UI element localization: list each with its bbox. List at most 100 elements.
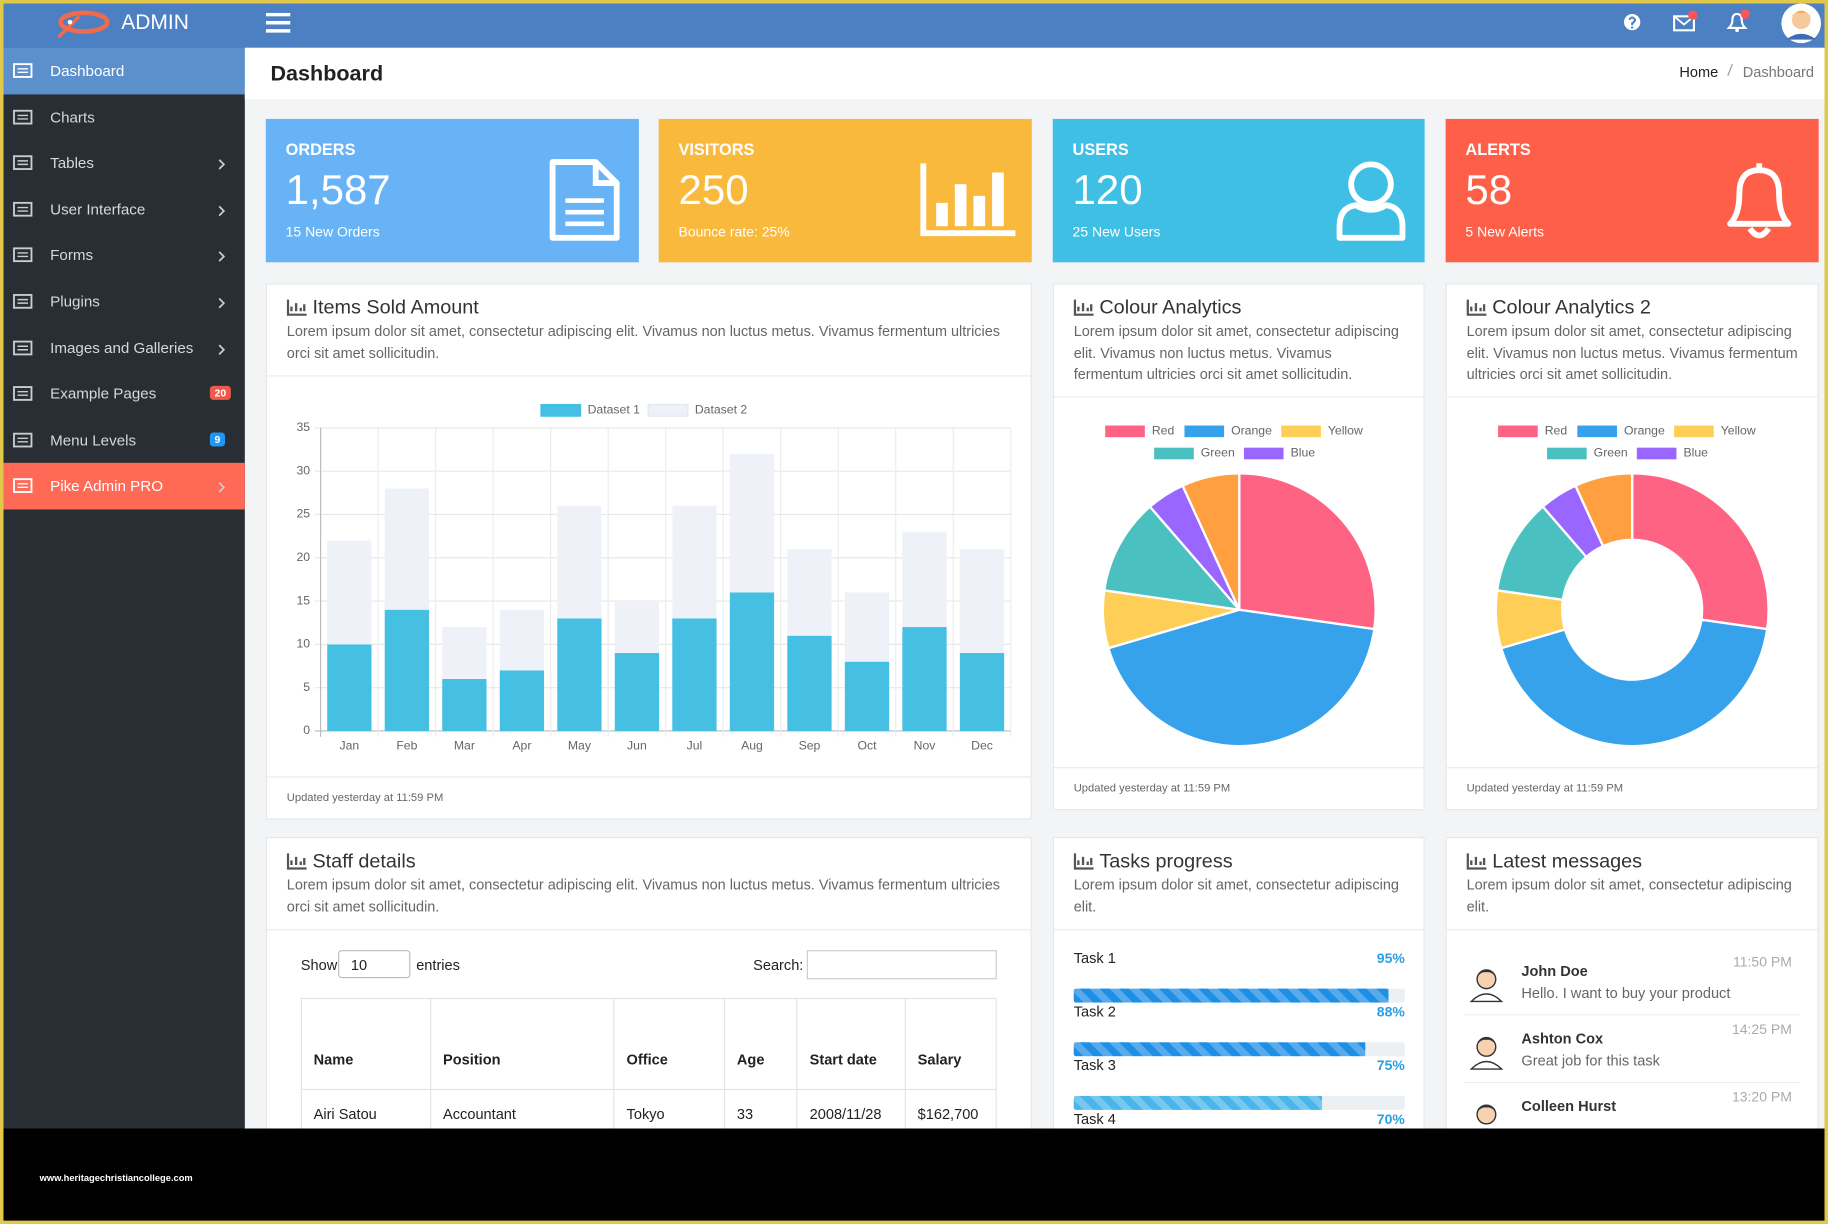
nav-label: Images and Galleries [50, 338, 194, 357]
bar [787, 635, 832, 731]
breadcrumb-separator [1727, 63, 1734, 76]
column-header[interactable]: Name [300, 997, 432, 1091]
x-tick-label: Oct [857, 738, 877, 752]
card-note: Bounce rate: 25% [678, 223, 790, 241]
x-tick-label: Apr [512, 738, 531, 752]
card-note: 25 New Users [1072, 223, 1161, 241]
breadcrumb-link[interactable]: Home [1679, 64, 1719, 81]
nav-icon-shape [13, 247, 33, 263]
nav-label: Charts [50, 107, 95, 126]
y-tick-label: 5 [303, 680, 310, 694]
bar [442, 679, 487, 731]
message-divider [1464, 1014, 1801, 1016]
task-name: Task 2 [1073, 1003, 1116, 1021]
column-header[interactable]: Age [724, 997, 798, 1091]
message-time: 11:50 PM [1733, 953, 1792, 970]
legend-swatch [647, 403, 689, 417]
bar [384, 488, 430, 610]
panel-icon-shape [286, 853, 307, 870]
nav-item[interactable]: Charts [0, 94, 245, 141]
nav-icon-shape [13, 201, 33, 217]
slice [1102, 504, 1243, 612]
panel-title-text: Items Sold Amount [312, 296, 479, 319]
bar [787, 549, 832, 636]
nav-icon [13, 478, 33, 494]
menu-toggle[interactable] [265, 12, 292, 34]
table-cell: 2008/11/28 [796, 1088, 906, 1129]
nav-label: Dashboard [50, 61, 125, 80]
nav-item[interactable]: User Interface [0, 186, 245, 233]
nav-chevron-shape [218, 482, 226, 494]
panel-header: Latest messages Lorem ipsum dolor sit ame… [1446, 838, 1818, 931]
nav-item[interactable]: Menu Levels 9 [0, 417, 245, 464]
legend-label: Dataset 2 [695, 403, 748, 417]
x-tick-label: Sep [799, 738, 821, 752]
x-tick-label: Aug [741, 738, 763, 752]
nav-item[interactable]: Plugins [0, 279, 245, 326]
card-title: VISITORS [678, 139, 755, 159]
nav-item[interactable]: Images and Galleries [0, 325, 245, 372]
nav-item[interactable]: Pike Admin PRO [0, 463, 245, 510]
message-divider [1464, 1081, 1801, 1084]
nav-chevron-shape [218, 343, 226, 355]
y-tick-label: 10 [296, 637, 310, 651]
nav-icon-shape [17, 437, 28, 443]
panel-icon-shape [1466, 853, 1487, 870]
nav-chevron-shape [218, 205, 226, 217]
search-input[interactable] [806, 950, 997, 980]
length-select[interactable]: 10 [338, 950, 411, 979]
message-name: Colleen Hurst [1521, 1098, 1617, 1115]
screen: ADMIN Dashboard Charts Tables User Interfac… [0, 0, 1828, 1129]
column-header[interactable]: Office [613, 997, 726, 1091]
progress-bar [1073, 1042, 1366, 1057]
panel-icon [1466, 299, 1487, 316]
avatar-hair [1477, 1105, 1496, 1113]
avatar-hair [1477, 969, 1496, 977]
panel-title: Staff details [286, 849, 1011, 873]
panel-footer: Updated yesterday at 11:59 PM [1053, 767, 1424, 809]
avatar-hair [1477, 1037, 1496, 1045]
user-avatar[interactable] [1780, 2, 1822, 44]
legend-swatch [1154, 447, 1194, 460]
nav-label: Menu Levels [50, 431, 137, 449]
panel-title-text: Colour Analytics 2 [1492, 296, 1651, 319]
nav-icon-shape [13, 63, 33, 78]
nav-icon-shape [17, 206, 28, 212]
bell-icon[interactable] [1725, 8, 1751, 34]
stat-card: USERS 120 25 New Users [1052, 118, 1425, 263]
nav-badge: 9 [209, 432, 226, 447]
help-icon[interactable] [1623, 13, 1642, 32]
nav-item[interactable]: Forms [0, 232, 245, 279]
x-tick-label: May [568, 738, 592, 752]
nav-item[interactable]: Tables [0, 140, 245, 187]
card-value: 58 [1465, 165, 1513, 214]
slice [1238, 472, 1377, 631]
column-header[interactable]: Position [430, 997, 615, 1091]
table-row: Airi Satou Accountant Tokyo 33 2008/11/28 $16… [300, 1088, 997, 1129]
nav-label: Pike Admin PRO [50, 477, 164, 495]
nav-icon [13, 386, 33, 402]
panel-icon-shape [1466, 299, 1487, 316]
y-tick-label: 20 [296, 550, 310, 564]
panel-header: Items Sold Amount Lorem ipsum dolor sit a… [266, 284, 1031, 377]
mail-icon[interactable] [1673, 9, 1699, 32]
nav-chevron [218, 482, 226, 494]
nav-item[interactable]: Dashboard [0, 47, 245, 95]
bar [729, 453, 775, 593]
length-label: Show [300, 957, 338, 974]
nav-item[interactable]: Example Pages 20 [0, 371, 245, 418]
message-avatar [1469, 969, 1504, 1003]
table-header-row: Name Position Office Age Start date Salary [300, 997, 997, 1091]
legend-label: Red [1545, 424, 1568, 438]
legend-swatch [1547, 447, 1587, 460]
column-header[interactable]: Salary [904, 997, 997, 1091]
y-tick-label: 15 [296, 593, 310, 607]
table-cell: $162,700 [904, 1088, 997, 1129]
column-header[interactable]: Start date [796, 997, 906, 1091]
y-tick-label: 25 [296, 507, 310, 521]
table-cell: Accountant [430, 1088, 615, 1129]
panel: Tasks progress Lorem ipsum dolor sit amet… [1052, 837, 1425, 1129]
message-name: John Doe [1521, 962, 1588, 980]
panel-title-text: Staff details [312, 849, 416, 873]
nav-icon-shape [13, 432, 33, 448]
